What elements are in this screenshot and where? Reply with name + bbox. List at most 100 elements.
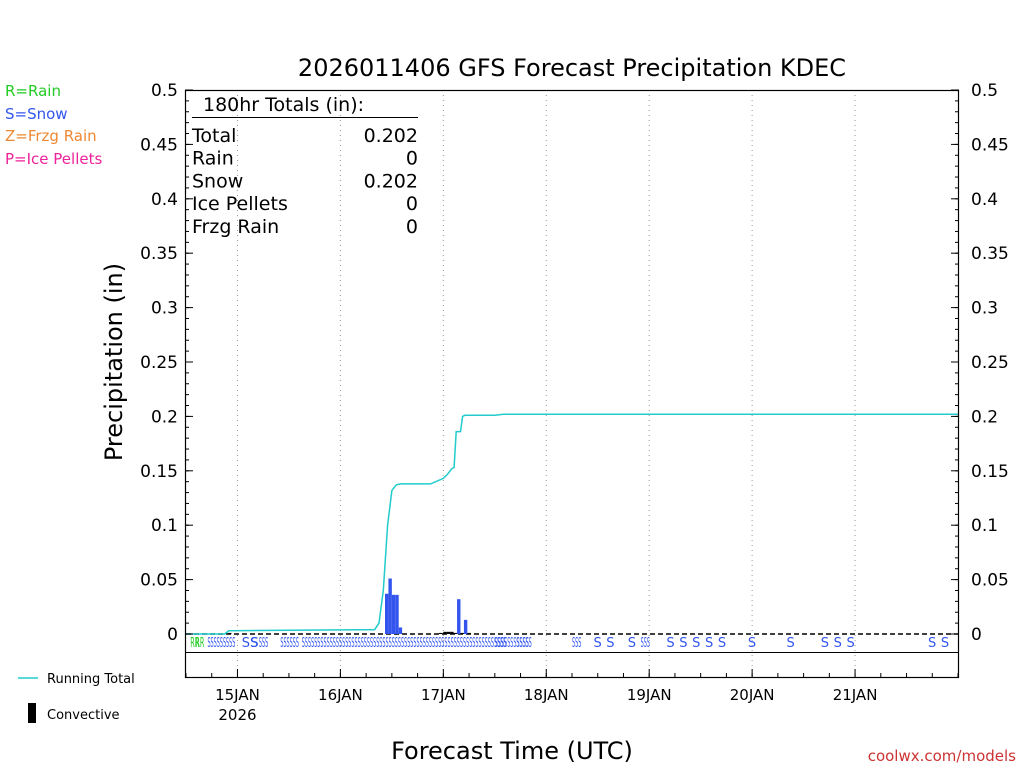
snow-marker: S	[786, 636, 794, 651]
x-tick-label: 20JAN	[730, 686, 775, 704]
rain-marker: RR	[195, 636, 204, 651]
y-tick-label-right: 0.3	[971, 299, 998, 319]
snow-marker: S	[941, 636, 949, 651]
x-tick-label: 16JAN	[318, 686, 363, 704]
snow-marker: S	[928, 636, 936, 651]
totals-row-value: 0.202	[364, 170, 418, 192]
totals-row-value: 0.202	[364, 125, 418, 147]
convective-bar	[443, 631, 447, 634]
convective-bar	[228, 632, 232, 634]
snow-marker: SSS	[572, 636, 581, 651]
snow-marker: SSSSSSSSSSS	[495, 636, 529, 651]
y-tick-label-right: 0.15	[971, 462, 1009, 482]
x-tick-label: 17JAN	[421, 686, 466, 704]
snow-marker: SSSSSS	[280, 636, 299, 651]
legend-running-total: Running Total	[47, 672, 135, 687]
snow-marker: S	[679, 636, 687, 651]
totals-row-label: Snow	[192, 170, 243, 192]
y-tick-label-right: 0.4	[971, 190, 998, 210]
y-tick-label-right: 0.05	[971, 571, 1009, 591]
snow-marker: S	[606, 636, 614, 651]
snow-bar	[385, 593, 389, 634]
snow-bar	[391, 594, 396, 634]
x-tick-label: 18JAN	[524, 686, 569, 704]
snow-bar	[398, 627, 403, 634]
y-tick-label-left: 0.05	[140, 571, 178, 591]
convective-bar	[460, 632, 464, 634]
y-tick-label-left: 0	[167, 625, 178, 645]
y-tick-label-left: 0.1	[151, 516, 178, 536]
snow-marker: S	[705, 636, 713, 651]
legend-ice-pellets: P=Ice Pellets	[5, 150, 102, 168]
y-tick-label-left: 0.4	[151, 190, 178, 210]
x-tick-label: 19JAN	[627, 686, 672, 704]
snow-marker: S	[628, 636, 636, 651]
legend-snow: S=Snow	[5, 105, 68, 123]
x-tick-label: 21JAN	[833, 686, 878, 704]
snow-marker: SSSSS	[516, 636, 532, 651]
y-tick-label-left: 0.25	[140, 353, 178, 373]
y-tick-label-left: 0.2	[151, 407, 178, 427]
x-tick-label: 15JAN	[215, 686, 260, 704]
y-tick-label-right: 0.2	[971, 407, 998, 427]
snow-marker: SSSSSSSSS	[207, 636, 235, 651]
snow-marker: S	[250, 636, 258, 651]
snow-marker: S	[748, 636, 756, 651]
totals-row-label: Frzg Rain	[192, 216, 279, 238]
x-tick-year-label: 2026	[218, 706, 256, 724]
snow-marker: SS	[242, 636, 259, 651]
snow-bar	[463, 619, 468, 634]
totals-row-value: 0	[406, 148, 418, 170]
y-tick-label-left: 0.5	[151, 81, 178, 101]
y-tick-label-left: 0.45	[140, 135, 178, 155]
snow-marker: S	[593, 636, 601, 651]
y-tick-label-right: 0.35	[971, 244, 1009, 264]
y-tick-label-left: 0.35	[140, 244, 178, 264]
totals-row-value: 0	[406, 216, 418, 238]
snow-marker: S	[821, 636, 829, 651]
legend-convective: Convective	[47, 708, 120, 723]
snow-marker: S	[834, 636, 842, 651]
axis-ticks: 15JAN 2026 16JAN 17JAN 18JAN 19JAN 20JAN 21JAN 0…	[140, 81, 1009, 724]
x-axis-label: Forecast Time (UTC)	[391, 737, 633, 765]
y-tick-label-right: 0.1	[971, 516, 998, 536]
grid-lines	[186, 90, 958, 677]
totals-heading: 180hr Totals (in):	[203, 94, 364, 116]
convective-bar	[467, 632, 471, 634]
running-total-line	[186, 413, 958, 635]
y-tick-label-right: 0.45	[971, 135, 1009, 155]
snow-marker: SSS	[259, 636, 268, 651]
y-tick-label-right: 0.5	[971, 81, 998, 101]
totals-row-label: Rain	[192, 148, 234, 170]
convective-legend-swatch	[28, 703, 36, 723]
snow-marker: S	[846, 636, 854, 651]
snow-marker: S	[718, 636, 726, 651]
snow-bar	[388, 578, 392, 634]
y-tick-label-left: 0.15	[140, 462, 178, 482]
y-tick-label-right: 0	[971, 625, 982, 645]
snow-bar	[457, 599, 461, 634]
y-tick-label-right: 0.25	[971, 353, 1009, 373]
chart-title: 2026011406 GFS Forecast Precipitation KD…	[298, 54, 846, 82]
totals-row-value: 0	[406, 193, 418, 215]
rain-marker: RR	[190, 636, 199, 651]
legend-frzg-rain: Z=Frzg Rain	[5, 127, 97, 145]
precip-bars	[228, 578, 471, 634]
convective-bar	[439, 632, 443, 634]
convective-bar	[450, 631, 454, 634]
legend-rain: R=Rain	[5, 82, 61, 100]
totals-row-label: Total	[191, 125, 236, 147]
snow-marker: S	[692, 636, 700, 651]
y-tick-label-left: 0.3	[151, 299, 178, 319]
totals-row-label: Ice Pellets	[192, 193, 288, 215]
convective-bar	[446, 631, 451, 634]
y-axis-label: Precipitation (in)	[100, 263, 128, 461]
credit-text: coolwx.com/models	[868, 747, 1016, 765]
snow-marker: SSS	[641, 636, 650, 651]
totals-box: 180hr Totals (in): Total 0.202 Rain 0 Snow 0.…	[191, 94, 418, 238]
snow-marker: SSSSSSSSSSSSSSSSSSSSSSSSSSSSSSSSSSSSSSSS…	[302, 636, 507, 651]
snow-marker: S	[666, 636, 674, 651]
plot-frame	[184, 89, 960, 679]
